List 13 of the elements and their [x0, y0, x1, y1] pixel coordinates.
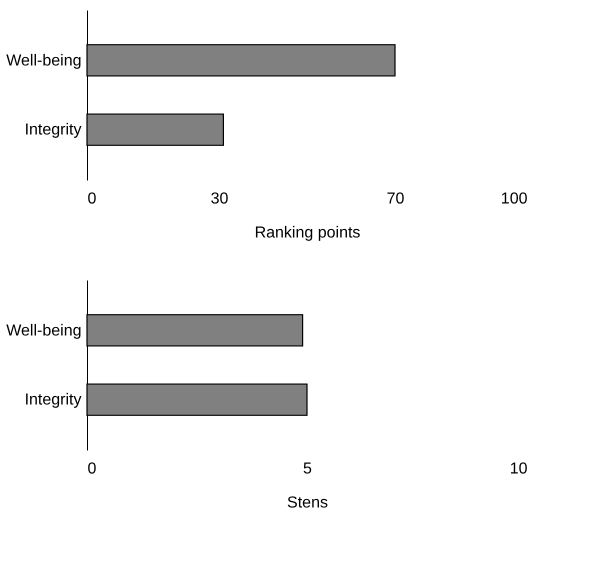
x-axis-title: Stens	[287, 494, 328, 512]
x-tick-label: 70	[386, 190, 404, 208]
x-tick-label: 0	[88, 190, 96, 208]
x-tick-label: 10	[510, 460, 528, 478]
y-tick-label: Integrity	[24, 122, 82, 139]
y-tick-label: Well-being	[6, 322, 82, 340]
x-axis-title: Ranking points	[254, 224, 360, 242]
x-tick-label: 100	[500, 190, 528, 208]
y-tick-label: Integrity	[24, 392, 82, 409]
x-tick-label: 30	[210, 190, 228, 208]
x-tick-label: 5	[303, 460, 312, 478]
y-tick-label: Well-being	[6, 52, 82, 70]
x-tick-label: 0	[88, 460, 96, 478]
